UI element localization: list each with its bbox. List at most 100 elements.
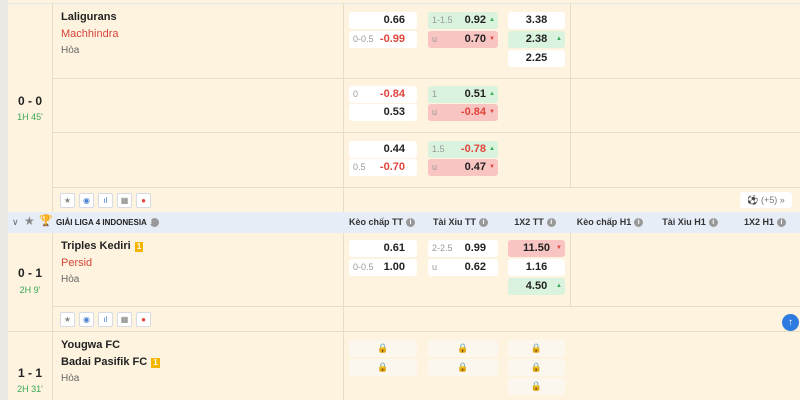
info-icon[interactable]: i xyxy=(777,218,787,228)
odds-cell[interactable]: 4.50 ▲ xyxy=(508,278,565,295)
info-icon[interactable]: i xyxy=(406,218,415,228)
fire-icon[interactable]: ● xyxy=(136,312,151,327)
odds-cell[interactable]: 2.38 ▲ xyxy=(508,31,565,48)
column-header: 1X2 H1 i xyxy=(730,212,800,233)
lock-icon: 🔒 xyxy=(349,359,417,376)
odds-cell[interactable]: 3.38 xyxy=(508,12,565,29)
handicap-line: 0-0.5 xyxy=(353,262,374,272)
odds-cell[interactable]: 1.16 xyxy=(508,259,565,276)
odds-cell[interactable]: 0.53 xyxy=(349,104,417,121)
divider xyxy=(52,3,53,212)
odds-value: 0.92 xyxy=(464,14,486,26)
odds-cell[interactable]: 0.44 xyxy=(349,141,417,158)
column-header: Tài Xỉu TT i xyxy=(421,212,500,233)
odds-cell[interactable]: 0-0.5 -0.99 xyxy=(349,31,417,48)
odds-value: -0.84 xyxy=(379,88,405,100)
info-icon[interactable]: i xyxy=(546,218,556,228)
total-line: 1-1.5 xyxy=(432,15,453,25)
lock-icon: 🔒 xyxy=(428,359,498,376)
more-count: (+5) xyxy=(760,195,778,205)
odds-cell[interactable]: 0.66 xyxy=(349,12,417,29)
odds-value: 0.62 xyxy=(464,261,486,273)
card-badge: 1 xyxy=(134,242,144,252)
odds-cell[interactable]: u 0.70 ▼ xyxy=(428,31,498,48)
left-edge xyxy=(0,0,8,400)
odds-cell[interactable]: u 0.62 xyxy=(428,259,498,276)
home-team[interactable]: Yougwa FC xyxy=(61,339,121,351)
odds-cell[interactable]: u 0.47 ▼ xyxy=(428,159,498,176)
match-actions: ★ ◉ ıl ▦ ● xyxy=(60,193,151,208)
league-name[interactable]: GIẢI LIGA 4 INDONESIA i xyxy=(56,212,159,233)
eye-icon[interactable]: ◉ xyxy=(79,193,94,208)
info-icon[interactable]: i xyxy=(708,218,718,228)
arrow-up-icon: ▲ xyxy=(489,91,495,97)
under-label: u xyxy=(432,262,438,272)
odds-value: 0.44 xyxy=(383,143,405,155)
divider xyxy=(570,233,571,307)
home-team[interactable]: Triples Kediri 1 xyxy=(61,240,144,252)
odds-cell[interactable]: 2-2.5 0.99 xyxy=(428,240,498,257)
odds-cell[interactable]: 1-1.5 0.92 ▲ xyxy=(428,12,498,29)
info-icon[interactable]: i xyxy=(634,218,644,228)
card-badge: 1 xyxy=(151,358,160,368)
handicap-line: 0.5 xyxy=(353,162,366,172)
arrow-down-icon: ▼ xyxy=(556,245,562,251)
favorite-star-icon[interactable]: ★ xyxy=(24,214,35,228)
odds-value: 0.53 xyxy=(383,106,405,118)
divider xyxy=(570,3,571,188)
odds-cell[interactable]: 1.5 -0.78 ▲ xyxy=(428,141,498,158)
odds-value: 0.66 xyxy=(383,14,405,26)
column-header: Kèo chấp H1 i xyxy=(570,212,650,233)
ball-icon: ⚽ xyxy=(747,195,759,205)
divider xyxy=(343,3,344,212)
star-icon[interactable]: ★ xyxy=(60,312,75,327)
odds-value: -0.78 xyxy=(460,143,486,155)
lineup-icon[interactable]: ▦ xyxy=(117,312,132,327)
fire-icon[interactable]: ● xyxy=(136,193,151,208)
odds-cell[interactable]: 2.25 xyxy=(508,50,565,67)
arrow-down-icon: ▼ xyxy=(489,109,495,115)
arrow-down-icon: ▼ xyxy=(489,164,495,170)
home-team[interactable]: Laligurans xyxy=(61,11,117,23)
stats-icon[interactable]: ıl xyxy=(98,312,113,327)
odds-cell[interactable]: 11.50 ▼ xyxy=(508,240,565,257)
arrow-up-icon: ▲ xyxy=(489,146,495,152)
away-team[interactable]: Badai Pasifik FC 1 xyxy=(61,356,160,368)
draw-label: Hòa xyxy=(61,373,80,384)
lock-icon: 🔒 xyxy=(349,340,417,357)
odds-cell[interactable]: 0.61 xyxy=(349,240,417,257)
match-score: 1 - 1 xyxy=(17,366,42,380)
odds-value: -0.70 xyxy=(379,161,405,173)
arrow-up-icon: ▲ xyxy=(489,17,495,23)
star-icon[interactable]: ★ xyxy=(60,193,75,208)
handicap-line: 0-0.5 xyxy=(353,34,374,44)
under-label: u xyxy=(432,162,438,172)
odds-cell[interactable]: 0-0.5 1.00 xyxy=(349,259,417,276)
odds-value: 3.38 xyxy=(525,14,548,26)
lineup-icon[interactable]: ▦ xyxy=(117,193,132,208)
match-score: 0 - 1 xyxy=(17,266,42,280)
collapse-chevron-icon[interactable]: ∨ xyxy=(12,217,19,227)
away-team[interactable]: Persid xyxy=(61,257,93,269)
odds-value: -0.99 xyxy=(379,33,405,45)
odds-value: 0.47 xyxy=(464,161,486,173)
odds-cell[interactable]: 0.5 -0.70 xyxy=(349,159,417,176)
odds-value: 2.25 xyxy=(525,52,548,64)
divider xyxy=(8,3,800,4)
eye-icon[interactable]: ◉ xyxy=(79,312,94,327)
info-icon[interactable]: i xyxy=(149,218,159,228)
info-icon[interactable]: i xyxy=(479,218,488,228)
arrow-up-icon: ▲ xyxy=(556,283,562,289)
odds-cell[interactable]: u -0.84 ▼ xyxy=(428,104,498,121)
odds-cell[interactable]: 1 0.51 ▲ xyxy=(428,86,498,103)
scroll-top-button[interactable]: ↑ xyxy=(782,314,799,331)
odds-cell[interactable]: 0 -0.84 xyxy=(349,86,417,103)
away-team[interactable]: Machhindra xyxy=(61,28,119,40)
divider xyxy=(8,331,800,332)
stats-icon[interactable]: ıl xyxy=(98,193,113,208)
odds-value: 4.50 xyxy=(525,280,548,292)
odds-value: 0.70 xyxy=(464,33,486,45)
divider xyxy=(52,132,800,133)
more-markets-button[interactable]: ⚽ (+5) » xyxy=(740,192,792,208)
league-header xyxy=(8,212,800,233)
